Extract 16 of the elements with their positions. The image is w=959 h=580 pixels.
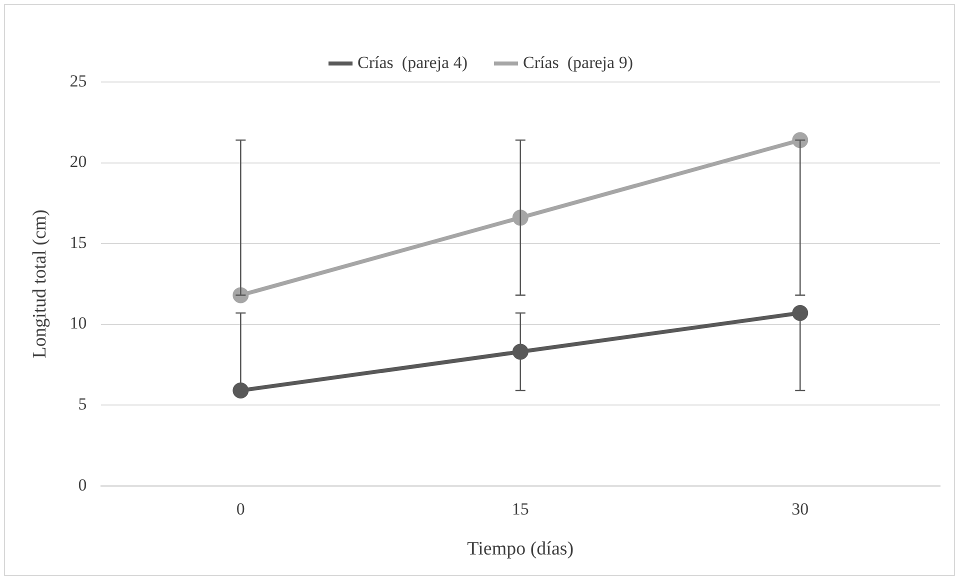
y-tick-label: 5 xyxy=(78,394,87,414)
y-tick-label: 10 xyxy=(70,314,87,333)
x-tick-label: 15 xyxy=(512,499,529,518)
y-tick-label: 0 xyxy=(78,475,87,494)
legend-label: Crías (pareja 4) xyxy=(358,52,468,72)
y-tick-label: 15 xyxy=(70,232,87,252)
x-tick-label: 30 xyxy=(792,499,809,518)
point xyxy=(512,344,528,360)
legend-label: Crías (pareja 9) xyxy=(523,52,633,72)
x-axis-title: Tiempo (días) xyxy=(467,538,574,560)
y-tick-label: 25 xyxy=(70,71,87,90)
x-tick-label: 0 xyxy=(236,499,245,518)
point xyxy=(792,304,808,321)
y-tick-label: 20 xyxy=(70,152,87,172)
y-axis-title: Longitud total (cm) xyxy=(29,209,50,358)
point xyxy=(232,382,249,399)
